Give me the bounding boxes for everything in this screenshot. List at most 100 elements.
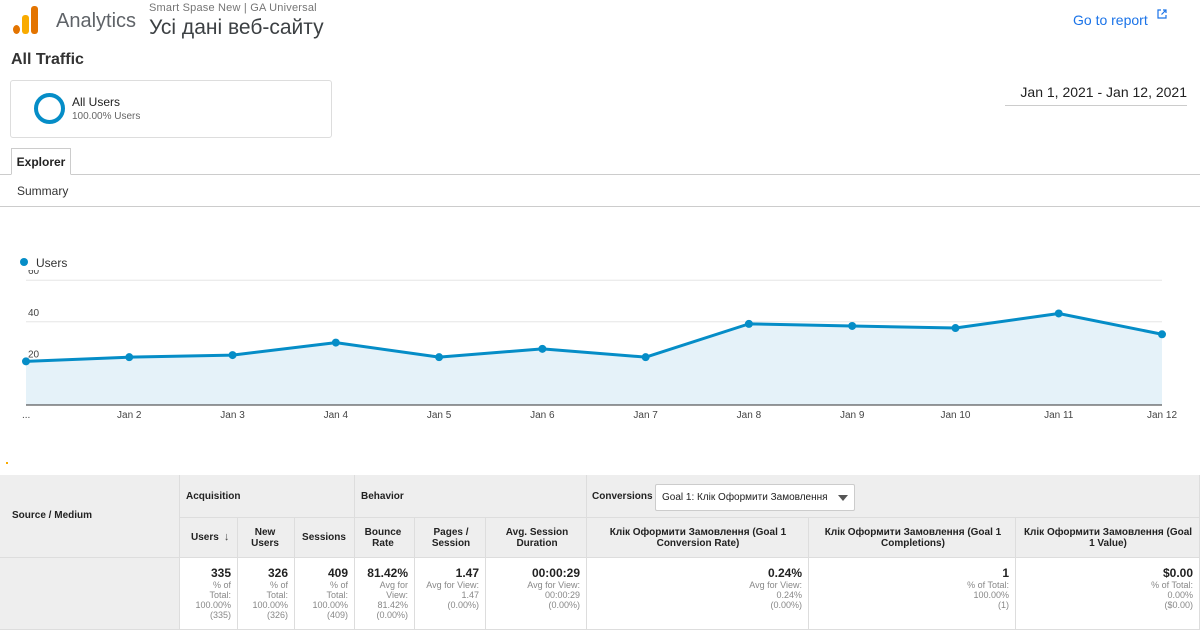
subtab-summary[interactable]: Summary bbox=[17, 184, 69, 198]
series-area bbox=[26, 313, 1162, 405]
new-users-column-label: New Users bbox=[251, 527, 279, 549]
x-tick-label: Jan 9 bbox=[840, 410, 865, 421]
goal-value-column-header[interactable]: Клік Оформити Замовлення (Goal 1 Value) bbox=[1016, 518, 1200, 558]
behavior-group-header: Behavior bbox=[355, 475, 587, 518]
property-name[interactable]: Smart Spase New | GA Universal bbox=[149, 2, 317, 14]
totals-bounce-value: 81.42% bbox=[367, 566, 408, 580]
totals-bounce-cell: 81.42% Avg for View: 81.42% (0.00%) bbox=[355, 558, 415, 630]
totals-duration-cell: 00:00:29 Avg for View: 00:00:29 (0.00%) bbox=[486, 558, 587, 630]
view-selector[interactable]: Усі дані веб-сайту bbox=[149, 16, 324, 39]
segment-card[interactable]: All Users 100.00% Users bbox=[10, 80, 332, 138]
goal-select[interactable]: Goal 1: Клік Оформити Замовлення bbox=[655, 484, 855, 511]
totals-sessions-cell: 409 % of Total: 100.00% (409) bbox=[295, 558, 355, 630]
x-tick-label: Jan 2 bbox=[117, 410, 142, 421]
x-tick-label: Jan 10 bbox=[940, 410, 970, 421]
totals-conv-rate-cell: 0.24% Avg for View: 0.24% (0.00%) bbox=[587, 558, 809, 630]
session-duration-column-header[interactable]: Avg. Session Duration bbox=[486, 518, 587, 558]
totals-completions-value: 1 bbox=[1002, 566, 1009, 580]
page-title: All Traffic bbox=[11, 51, 84, 68]
legend-dot-icon bbox=[20, 258, 28, 266]
sessions-column-label: Sessions bbox=[302, 532, 346, 543]
segment-ring-icon bbox=[34, 93, 65, 124]
x-tick-label: Jan 7 bbox=[633, 410, 658, 421]
totals-pages-cell: 1.47 Avg for View: 1.47 (0.00%) bbox=[415, 558, 486, 630]
data-point[interactable] bbox=[538, 344, 547, 353]
goal-completions-column-label: Клік Оформити Замовлення (Goal 1 Complet… bbox=[824, 527, 1002, 549]
data-point[interactable] bbox=[125, 353, 134, 362]
data-point[interactable] bbox=[1158, 330, 1166, 339]
analytics-logo-icon[interactable] bbox=[13, 6, 39, 34]
segment-name: All Users bbox=[72, 95, 121, 109]
totals-sessions-sub: % of Total: 100.00% (409) bbox=[312, 580, 348, 620]
goal-conversion-rate-column-header[interactable]: Клік Оформити Замовлення (Goal 1 Convers… bbox=[587, 518, 809, 558]
totals-users-sub: % of Total: 100.00% (335) bbox=[195, 580, 231, 620]
source-medium-label: Source / Medium bbox=[12, 510, 93, 521]
app-header: Analytics Smart Spase New | GA Universal… bbox=[0, 0, 1200, 44]
users-line-chart[interactable]: 20 40 60... Jan 2 Jan 3 Jan 4 Jan 5 Jan 6 Jan 7 J… bbox=[0, 270, 1200, 430]
data-point[interactable] bbox=[228, 351, 237, 360]
go-to-report-link[interactable]: Go to report bbox=[1073, 12, 1148, 28]
source-medium-header[interactable]: Source / Medium bbox=[0, 475, 180, 558]
totals-value-value: $0.00 bbox=[1162, 566, 1193, 580]
goal-completions-column-header[interactable]: Клік Оформити Замовлення (Goal 1 Complet… bbox=[809, 518, 1016, 558]
dropdown-caret-icon bbox=[838, 495, 848, 501]
totals-pages-value: 1.47 bbox=[455, 566, 479, 580]
x-tick-label: Jan 4 bbox=[324, 410, 349, 421]
x-tick-label: Jan 12 bbox=[1147, 410, 1177, 421]
new-users-column-header[interactable]: New Users bbox=[238, 518, 295, 558]
users-column-header[interactable]: Users ↓ bbox=[180, 518, 238, 558]
date-range-picker[interactable]: Jan 1, 2021 - Jan 12, 2021 bbox=[1005, 82, 1187, 106]
totals-bounce-sub: Avg for View: 81.42% (0.00%) bbox=[376, 580, 408, 620]
data-point[interactable] bbox=[331, 338, 340, 347]
tab-explorer[interactable]: Explorer bbox=[11, 148, 71, 175]
acquisition-label: Acquisition bbox=[186, 491, 241, 502]
y-tick-label: 40 bbox=[28, 308, 40, 319]
totals-value-sub: % of Total: 0.00% ($0.00) bbox=[1151, 580, 1193, 610]
totals-users-value: 335 bbox=[210, 566, 231, 580]
totals-row-label-cell bbox=[0, 558, 180, 630]
sort-arrow-icon[interactable]: ↓ bbox=[223, 531, 230, 543]
goal-conversion-rate-column-label: Клік Оформити Замовлення (Goal 1 Convers… bbox=[609, 527, 787, 549]
series-line bbox=[25, 311, 1163, 363]
segment-percentage: 100.00% Users bbox=[72, 111, 141, 122]
data-table: Source / Medium Acquisition Behavior Con… bbox=[0, 475, 1200, 630]
data-point[interactable] bbox=[951, 324, 960, 333]
x-tick-label: Jan 11 bbox=[1044, 410, 1074, 421]
data-point[interactable] bbox=[435, 353, 444, 362]
tab-divider bbox=[0, 174, 1200, 175]
sessions-column-header[interactable]: Sessions bbox=[295, 518, 355, 558]
separator-mark bbox=[6, 462, 8, 464]
y-tick-label: 20 bbox=[28, 349, 40, 360]
data-point[interactable] bbox=[1054, 309, 1063, 318]
data-point[interactable] bbox=[641, 353, 650, 362]
totals-new-users-value: 326 bbox=[267, 566, 288, 580]
x-tick-label: ... bbox=[22, 410, 30, 421]
external-link-icon[interactable] bbox=[1157, 9, 1167, 19]
totals-value-cell: $0.00 % of Total: 0.00% ($0.00) bbox=[1016, 558, 1200, 630]
goal-value-column-label: Клік Оформити Замовлення (Goal 1 Value) bbox=[1023, 527, 1193, 549]
x-tick-label: Jan 8 bbox=[737, 410, 762, 421]
section-divider bbox=[0, 206, 1200, 207]
y-tick-label: 60 bbox=[28, 270, 40, 277]
totals-conv-rate-value: 0.24% bbox=[767, 566, 802, 580]
app-name: Analytics bbox=[56, 10, 137, 32]
users-column-label: Users bbox=[191, 532, 219, 543]
data-point[interactable] bbox=[22, 357, 30, 366]
bounce-rate-column-header[interactable]: Bounce Rate bbox=[355, 518, 415, 558]
pages-session-column-header[interactable]: Pages / Session bbox=[415, 518, 486, 558]
acquisition-group-header: Acquisition bbox=[180, 475, 355, 518]
conversions-label: Conversions bbox=[592, 491, 653, 502]
data-point[interactable] bbox=[848, 321, 857, 330]
legend-label: Users bbox=[36, 256, 68, 270]
chart-legend[interactable]: Users bbox=[20, 256, 67, 270]
totals-sessions-value: 409 bbox=[327, 566, 348, 580]
behavior-label: Behavior bbox=[361, 491, 404, 502]
x-tick-label: Jan 3 bbox=[220, 410, 245, 421]
totals-new-users-cell: 326 % of Total: 100.00% (326) bbox=[238, 558, 295, 630]
totals-pages-sub: Avg for View: 1.47 (0.00%) bbox=[426, 580, 479, 610]
bounce-rate-column-label: Bounce Rate bbox=[364, 527, 402, 549]
totals-conv-rate-sub: Avg for View: 0.24% (0.00%) bbox=[749, 580, 802, 610]
totals-users-cell: 335 % of Total: 100.00% (335) bbox=[180, 558, 238, 630]
data-point[interactable] bbox=[744, 319, 753, 328]
pages-session-column-label: Pages / Session bbox=[431, 527, 471, 549]
